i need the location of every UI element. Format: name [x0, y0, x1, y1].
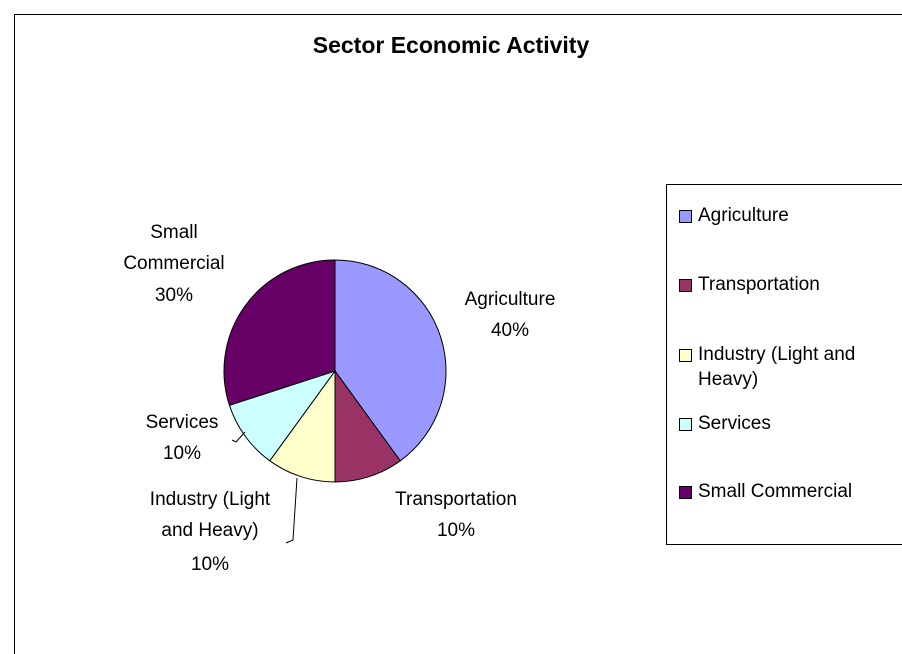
legend-swatch: [679, 418, 692, 431]
legend-label: Transportation: [698, 274, 820, 295]
legend-swatch: [679, 279, 692, 292]
legend-item: Industry (Light and Heavy): [679, 342, 902, 392]
leader-line: [285, 477, 298, 544]
chart-title: Sector Economic Activity: [312, 32, 590, 58]
legend-item: Small Commercial: [679, 479, 902, 504]
pie-slice: [334, 259, 447, 462]
legend-swatch: [679, 349, 692, 362]
slice-label: Agriculture 40%: [465, 289, 556, 341]
pie-slice: [223, 259, 336, 406]
leader-line: [231, 431, 246, 443]
legend-swatch: [679, 210, 692, 223]
slice-label: Small Commercial 30%: [123, 222, 224, 306]
legend-swatch: [679, 486, 692, 499]
legend-item: Transportation: [679, 272, 902, 297]
legend-label: Agriculture: [698, 205, 789, 226]
legend-item: Agriculture: [679, 203, 902, 228]
legend-label: Industry (Light and Heavy): [698, 344, 856, 390]
legend: Agriculture Transportation Industry (Lig…: [666, 184, 902, 545]
slice-label: Services 10%: [146, 412, 219, 464]
slice-label: Transportation 10%: [395, 489, 517, 541]
slice-label: Industry (Light and Heavy) 10%: [150, 489, 271, 575]
legend-label: Small Commercial: [698, 481, 853, 502]
legend-item: Services: [679, 411, 902, 436]
legend-label: Services: [698, 413, 771, 434]
